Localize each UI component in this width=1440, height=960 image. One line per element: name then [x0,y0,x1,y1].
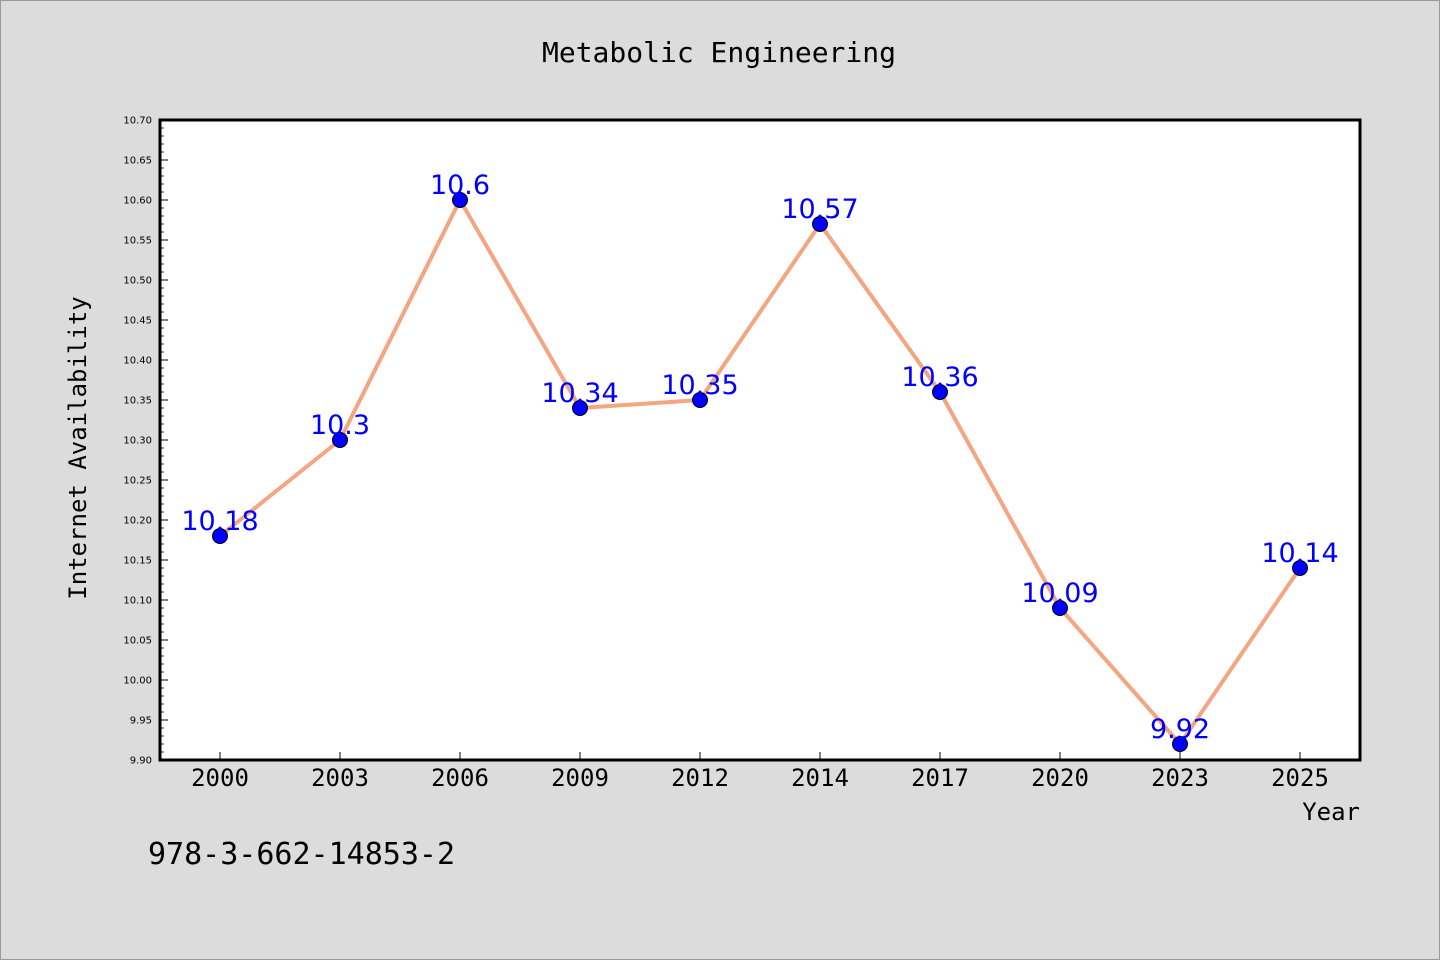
x-tick-label: 2020 [1031,764,1089,792]
data-point [812,216,828,232]
y-tick-label: 10.70 [123,116,152,127]
data-label: 10.14 [1261,538,1338,569]
series-line [218,198,1302,746]
data-label: 10.34 [541,378,618,409]
data-label: 10.57 [781,194,858,225]
data-point [932,384,948,400]
chart-title: Metabolic Engineering [542,36,896,69]
data-point [572,400,588,416]
x-tick-label: 2009 [551,764,609,792]
y-tick-label: 10.05 [123,636,152,647]
data-label: 10.09 [1021,578,1098,609]
y-tick-label: 10.30 [123,436,152,447]
y-axis-label: Internet Availability [64,296,92,599]
data-point [332,432,348,448]
point-layer [212,192,1308,752]
y-tick-label: 10.60 [123,196,152,207]
x-tick-label: 2003 [311,764,369,792]
data-label: 10.6 [430,170,490,201]
y-tick-label: 10.00 [123,676,152,687]
data-point [212,528,228,544]
x-axis-label: Year [1302,798,1360,826]
x-tick-label: 2025 [1271,764,1329,792]
y-tick-label: 10.45 [123,316,152,327]
data-label: 9.92 [1150,714,1210,745]
series-layer [218,198,1302,746]
data-label: 10.36 [901,362,978,393]
isbn-text: 978-3-662-14853-2 [148,837,455,872]
y-tick-label: 9.90 [130,756,152,767]
x-axis-ticks: 2000 2003 2006 2009 2012 2014 2017 2020 2023 2025 [191,752,1329,792]
y-tick-label: 10.65 [123,156,152,167]
y-tick-label: 10.35 [123,396,152,407]
data-label: 10.18 [181,506,258,537]
data-point [452,192,468,208]
y-tick-label: 10.25 [123,476,152,487]
x-tick-label: 2006 [431,764,489,792]
x-tick-label: 2014 [791,764,849,792]
y-tick-label: 10.50 [123,276,152,287]
x-tick-label: 2012 [671,764,729,792]
y-tick-label: 10.15 [123,556,152,567]
y-tick-label: 10.40 [123,356,152,367]
data-label: 10.3 [310,410,370,441]
y-tick-label: 10.55 [123,236,152,247]
plot-area [158,118,1362,762]
data-point [1292,560,1308,576]
x-tick-label: 2023 [1151,764,1209,792]
data-label: 10.35 [661,370,738,401]
y-axis-ticks: 9.90 9.95 10.00 10.05 10.10 10.15 10.20 10.25 10… [123,116,168,767]
x-tick-label: 2017 [911,764,969,792]
x-tick-label: 2000 [191,764,249,792]
y-tick-label: 10.20 [123,516,152,527]
data-point [1172,736,1188,752]
y-tick-label: 10.10 [123,596,152,607]
data-point [692,392,708,408]
data-label-layer: 10.18 10.3 10.6 10.34 10.35 10.57 10.36 10.09 9.… [181,170,1338,745]
y-tick-label: 9.95 [130,716,152,727]
data-point [1052,600,1068,616]
